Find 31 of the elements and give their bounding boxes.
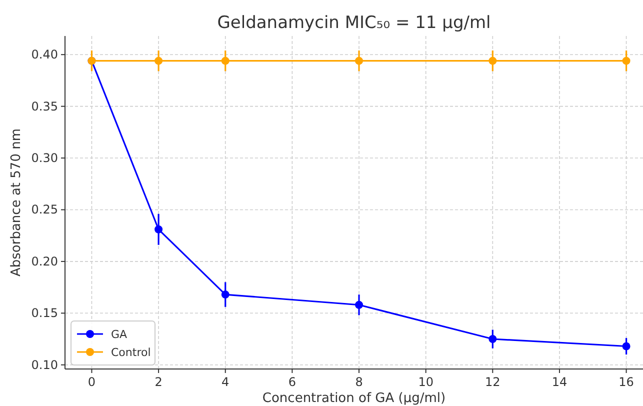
x-tick-label: 12 <box>485 375 500 389</box>
point <box>355 56 364 65</box>
legend-label: GA <box>111 328 128 341</box>
x-tick-label: 0 <box>88 375 96 389</box>
x-tick-label: 2 <box>154 375 162 389</box>
x-tick-label: 16 <box>618 375 634 389</box>
x-tick-label: 8 <box>355 375 363 389</box>
y-tick-label: 0.10 <box>31 358 58 372</box>
point <box>355 300 364 309</box>
point <box>221 290 230 299</box>
x-tick-label: 10 <box>418 375 434 389</box>
y-tick-label: 0.20 <box>31 254 58 268</box>
point <box>488 56 497 65</box>
point <box>154 225 163 234</box>
y-tick-label: 0.40 <box>31 48 58 62</box>
point <box>622 342 630 350</box>
x-tick-label: 14 <box>552 375 568 389</box>
point <box>488 335 497 344</box>
y-axis-title: Absorbance at 570 nm <box>9 128 24 276</box>
legend-label: Control <box>111 346 151 359</box>
x-tick-label: 6 <box>288 375 296 389</box>
point <box>154 56 163 65</box>
x-tick-label: 4 <box>222 375 230 389</box>
x-axis-title: Concentration of GA (µg/ml) <box>262 391 446 406</box>
y-tick-label: 0.15 <box>31 306 58 320</box>
point <box>221 56 230 65</box>
point <box>622 56 630 65</box>
y-tick-label: 0.35 <box>31 99 58 114</box>
y-tick-label: 0.25 <box>31 202 58 217</box>
y-tick-label: 0.30 <box>31 151 58 166</box>
chart-title: Geldanamycin MIC₅₀ = 11 µg/ml <box>217 13 491 33</box>
